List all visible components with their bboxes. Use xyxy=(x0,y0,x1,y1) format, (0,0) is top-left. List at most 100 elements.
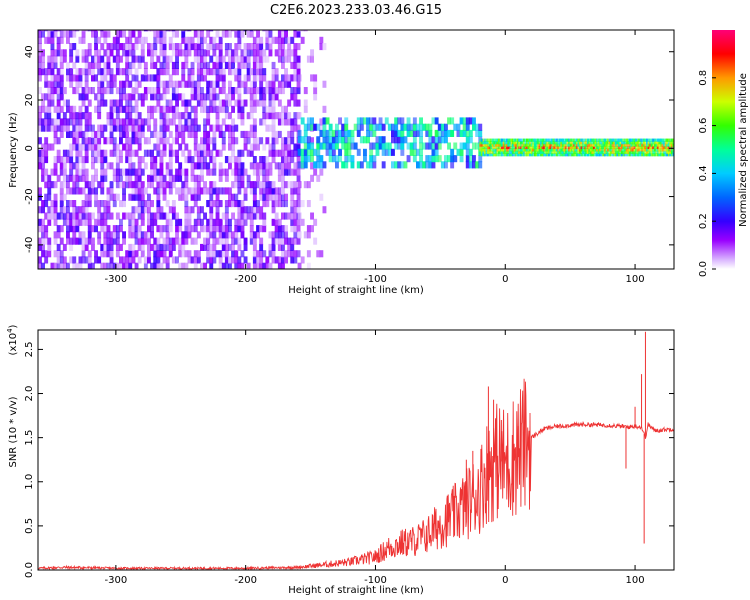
spectrogram-cell xyxy=(268,162,273,170)
spectrogram-cell xyxy=(97,30,102,32)
spectrogram-cell xyxy=(259,74,264,82)
spectrogram-cell xyxy=(140,231,145,239)
spectrogram-cell xyxy=(306,200,311,208)
spectrogram-cell xyxy=(41,68,45,76)
spectrogram-cell xyxy=(293,112,298,120)
spectrogram-cell xyxy=(505,148,509,152)
spectrogram-cell xyxy=(53,231,58,239)
spectrogram-cell xyxy=(168,74,173,82)
spectrogram-cell xyxy=(359,161,364,169)
spectrogram-cell xyxy=(72,112,77,120)
spectrogram-cell xyxy=(284,137,288,145)
spectrogram-cell xyxy=(75,80,80,88)
spectrogram-cell xyxy=(165,256,170,264)
spectrogram-cell xyxy=(293,162,298,170)
spectrogram-cell xyxy=(667,143,671,147)
spectrogram-cell xyxy=(316,136,321,144)
spectrogram-cell xyxy=(456,129,461,137)
spectrogram-cell xyxy=(246,68,251,76)
spectrogram-cell xyxy=(596,141,599,145)
spectrogram-cell xyxy=(178,124,183,132)
spectrogram-cell xyxy=(84,49,89,57)
spectrogram-cell xyxy=(585,143,588,147)
spectrogram-cell xyxy=(72,124,77,132)
spectrogram-cell xyxy=(193,105,198,113)
spectrogram-cell xyxy=(560,150,563,154)
spectrogram-cell xyxy=(670,145,674,150)
spectrogram-cell xyxy=(147,137,151,145)
spectrogram-cell xyxy=(597,145,601,150)
spectrogram-cell xyxy=(115,112,120,120)
spectrogram-cell xyxy=(635,145,638,150)
spectrogram-cell xyxy=(249,30,254,38)
spectrogram-cell xyxy=(122,80,126,88)
spectrogram-cell xyxy=(608,145,611,150)
spectrogram-cell xyxy=(287,112,292,120)
spectrogram-cell xyxy=(131,105,136,113)
spectrogram-cell xyxy=(277,162,282,170)
spectrogram-cell xyxy=(499,145,502,150)
spectrogram-cell xyxy=(569,143,572,147)
spectrogram-cell xyxy=(543,150,546,154)
spectrogram-cell xyxy=(187,218,192,226)
spectrogram-cell xyxy=(602,138,605,142)
spectrogram-cell xyxy=(613,141,616,145)
spectrogram-cell xyxy=(655,138,658,142)
spectrogram-cell xyxy=(181,187,186,195)
spectrogram-cell xyxy=(115,68,120,76)
spectrogram-cell xyxy=(137,124,142,132)
spectrogram-cell xyxy=(450,148,455,156)
spectrogram-cell xyxy=(59,200,64,208)
spectrogram-cell xyxy=(193,124,198,132)
spectrogram-cell xyxy=(391,123,395,131)
spectrogram-cell xyxy=(453,142,458,150)
spectrogram-cell xyxy=(72,162,77,170)
spectrogram-cell xyxy=(611,145,615,150)
spectrogram-cell xyxy=(569,153,572,157)
spectrogram-cell xyxy=(485,153,488,157)
spectrogram-cell xyxy=(69,149,74,157)
spectrogram-cell xyxy=(325,136,330,144)
spectrogram-cell xyxy=(256,74,260,82)
spectrogram-cell xyxy=(271,124,276,132)
spectrogram-cell xyxy=(543,153,546,157)
spectrogram-cell xyxy=(661,153,664,157)
spectrogram-cell xyxy=(243,49,248,57)
spectrogram-cell xyxy=(131,30,136,38)
spectrogram-cell xyxy=(184,225,189,233)
spectrogram-cell xyxy=(504,138,507,142)
spectrogram-cell xyxy=(641,143,644,147)
spectrogram-cell xyxy=(100,149,105,157)
spectrogram-cell xyxy=(243,193,248,201)
spectrogram-cell xyxy=(565,148,568,152)
spectrogram-cell xyxy=(131,124,136,132)
spectrogram-cell xyxy=(281,187,285,195)
spectrogram-cell xyxy=(575,143,579,147)
spectrogram-cell xyxy=(256,99,260,107)
spectrogram-cell xyxy=(44,112,49,120)
spectrogram-cell xyxy=(293,118,298,126)
spectrogram-cell xyxy=(262,181,267,189)
spectrogram-cell xyxy=(175,112,179,120)
spectrogram-cell xyxy=(62,49,67,57)
spectrogram-cell xyxy=(175,225,179,233)
spectrogram-cell xyxy=(569,150,572,154)
spectrogram-cell xyxy=(78,36,83,44)
spectrogram-cell xyxy=(501,141,504,145)
spectrogram-cell xyxy=(200,225,204,233)
spectrogram-cell xyxy=(274,149,279,157)
spectrogram-cell xyxy=(316,250,321,258)
spectrogram-cell xyxy=(622,153,625,157)
spectrogram-cell xyxy=(66,74,70,82)
spectrogram-cell xyxy=(527,148,530,152)
spectrogram-cell xyxy=(508,153,512,157)
spectrogram-cell xyxy=(190,174,195,182)
spectrogram-cell xyxy=(196,218,201,226)
spectrogram-cell xyxy=(268,262,273,269)
spectrogram-cell xyxy=(281,36,285,44)
spectrogram-cell xyxy=(209,262,214,269)
spectrogram-cell xyxy=(231,124,235,132)
spectrogram-cell xyxy=(175,130,179,138)
spectrogram-cell xyxy=(193,93,198,101)
spectrogram-cell xyxy=(106,250,111,258)
